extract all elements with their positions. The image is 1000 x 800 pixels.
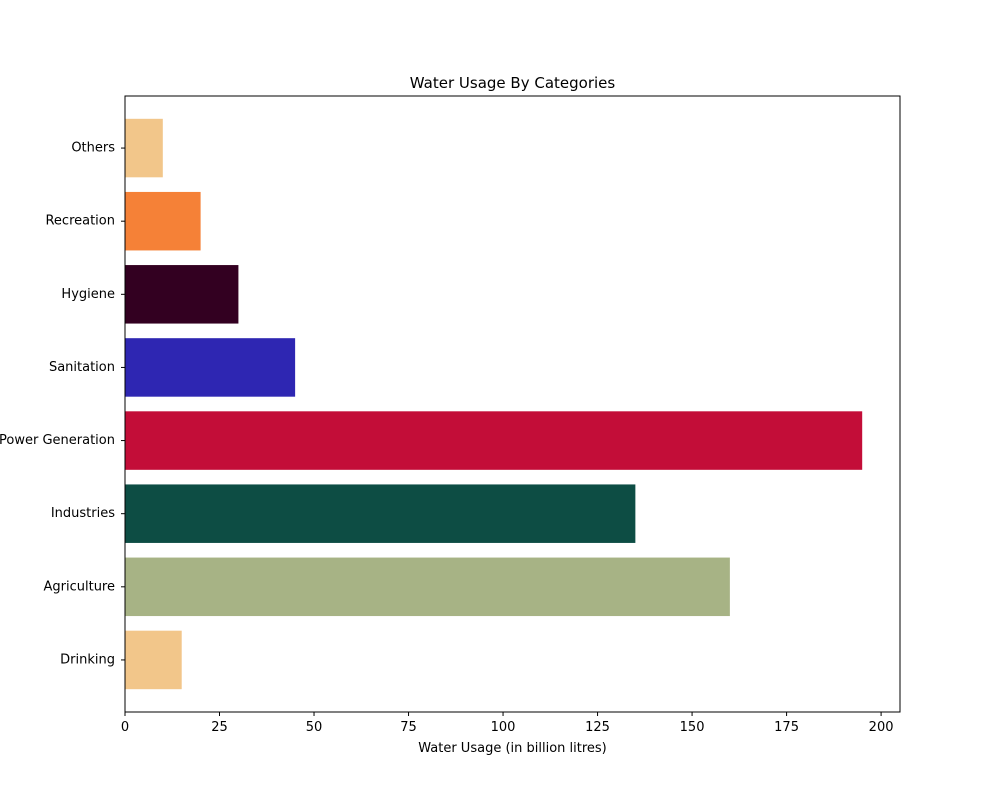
x-axis-ticks: 0 25 50 75 100 125 150 175 200 — [121, 712, 894, 735]
x-tick-label: 0 — [121, 720, 129, 735]
y-tick-label: Hygiene — [61, 287, 115, 302]
x-tick-label: 125 — [585, 720, 610, 735]
y-tick-label: Agriculture — [44, 579, 116, 594]
bar-drinking — [125, 630, 182, 690]
bar-recreation — [125, 191, 201, 251]
bar-agriculture — [125, 557, 730, 617]
bar-sanitation — [125, 338, 296, 397]
y-tick-label: Recreation — [45, 214, 115, 229]
x-axis-label: Water Usage (in billion litres) — [418, 741, 607, 756]
bar-industries — [125, 484, 636, 543]
x-tick-label: 25 — [211, 720, 228, 735]
chart-title: Water Usage By Categories — [410, 74, 616, 92]
y-tick-label: Others — [71, 141, 115, 156]
x-tick-label: 150 — [680, 720, 705, 735]
x-tick-label: 175 — [774, 720, 799, 735]
x-tick-label: 100 — [491, 720, 516, 735]
x-tick-label: 200 — [869, 720, 894, 735]
x-tick-label: 75 — [400, 720, 417, 735]
y-tick-label: Power Generation — [0, 433, 115, 448]
plot-frame — [124, 95, 901, 713]
bar-others — [125, 118, 163, 178]
y-tick-label: Industries — [51, 506, 115, 521]
y-tick-label: Drinking — [60, 652, 115, 667]
y-axis-ticks: Drinking Agriculture Industries Power Gener… — [0, 141, 125, 667]
bar-power-generation — [125, 411, 863, 470]
x-tick-label: 50 — [306, 720, 323, 735]
bar-hygiene — [125, 265, 239, 324]
bars-group — [125, 118, 863, 690]
y-tick-label: Sanitation — [49, 360, 115, 375]
